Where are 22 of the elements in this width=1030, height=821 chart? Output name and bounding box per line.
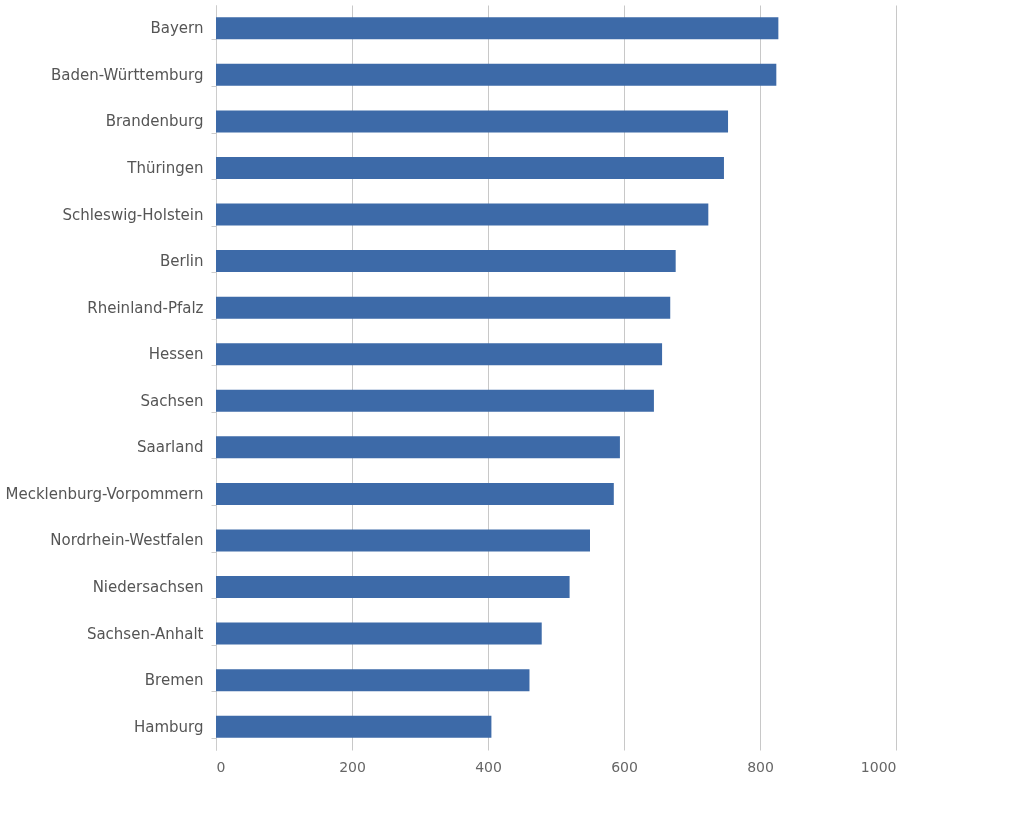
y-tick-label: Sachsen-Anhalt bbox=[86, 624, 204, 643]
y-tick-label: Bremen bbox=[144, 671, 204, 690]
x-tick-label: 0 bbox=[216, 758, 226, 775]
y-tick-label: Saarland bbox=[137, 438, 204, 457]
y-tick-label: Nordrhein-Westfalen bbox=[50, 531, 204, 550]
y-tick-label: Thüringen bbox=[126, 158, 204, 177]
x-tick-label: 400 bbox=[475, 758, 502, 775]
y-tick-label: Mecklenburg-Vorpommern bbox=[5, 484, 204, 503]
y-tick-label: Sachsen bbox=[140, 391, 204, 410]
y-tick-label: Bayern bbox=[150, 19, 204, 38]
y-tick-label: Schleswig-Holstein bbox=[62, 205, 204, 224]
y-tick-label: Niedersachsen bbox=[92, 578, 204, 597]
y-tick-label: Hamburg bbox=[133, 717, 204, 736]
y-tick-label: Hessen bbox=[148, 345, 204, 364]
x-tick-label: 600 bbox=[611, 758, 638, 775]
y-tick-label: Berlin bbox=[159, 252, 204, 271]
y-tick-label: Rheinland-Pfalz bbox=[87, 298, 204, 317]
x-tick-label: 1000 bbox=[860, 758, 897, 775]
x-tick-label: 800 bbox=[747, 758, 774, 775]
y-tick-label: Baden-Württemburg bbox=[50, 65, 204, 84]
y-tick-label: Brandenburg bbox=[105, 112, 204, 131]
x-tick-label: 200 bbox=[339, 758, 366, 775]
